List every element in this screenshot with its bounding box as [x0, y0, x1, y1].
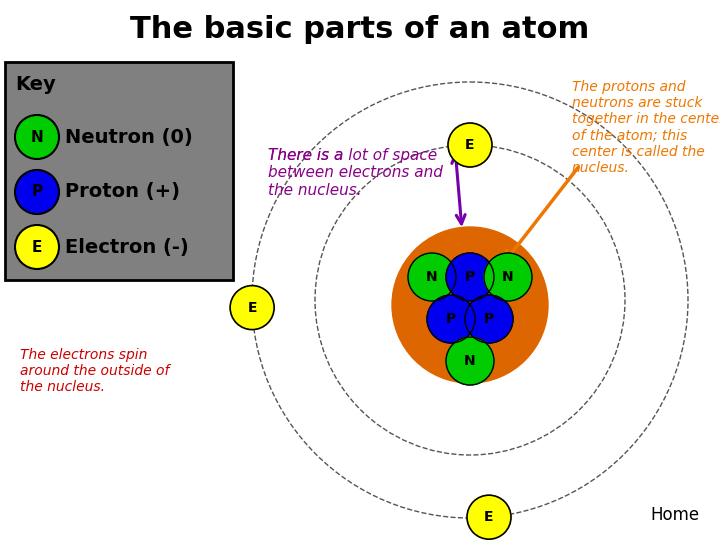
Text: N: N: [426, 270, 438, 284]
Circle shape: [408, 253, 456, 301]
Circle shape: [467, 495, 511, 539]
Text: Proton (+): Proton (+): [65, 183, 180, 201]
Circle shape: [448, 123, 492, 167]
Text: P: P: [446, 312, 456, 326]
Text: N: N: [31, 130, 43, 145]
Text: Key: Key: [15, 75, 55, 93]
Text: P: P: [32, 185, 42, 199]
Text: N: N: [464, 354, 476, 368]
Text: The protons and
neutrons are stuck
together in the center
of the atom; this
cent: The protons and neutrons are stuck toget…: [572, 80, 720, 175]
Circle shape: [484, 253, 532, 301]
Text: There is a lot of space
between electrons and
the nucleus.: There is a lot of space between electron…: [268, 148, 443, 198]
Text: Neutron (0): Neutron (0): [65, 127, 193, 146]
Circle shape: [230, 286, 274, 329]
Text: Electron (-): Electron (-): [65, 238, 189, 256]
Circle shape: [446, 253, 494, 301]
Circle shape: [446, 337, 494, 385]
Text: E: E: [465, 138, 474, 152]
Text: P: P: [484, 312, 494, 326]
Text: Home: Home: [651, 506, 700, 524]
Text: E: E: [32, 240, 42, 254]
Circle shape: [392, 227, 548, 383]
Text: P: P: [465, 270, 475, 284]
Text: N: N: [502, 270, 514, 284]
Circle shape: [15, 115, 59, 159]
Circle shape: [465, 295, 513, 343]
Circle shape: [15, 225, 59, 269]
Circle shape: [427, 295, 475, 343]
Text: There is a: There is a: [268, 148, 348, 163]
Text: The electrons spin
around the outside of
the nucleus.: The electrons spin around the outside of…: [20, 348, 169, 394]
Bar: [5, 62, 233, 280]
Text: E: E: [248, 301, 257, 315]
Text: The basic parts of an atom: The basic parts of an atom: [130, 16, 590, 44]
Text: E: E: [485, 510, 494, 524]
Circle shape: [15, 170, 59, 214]
